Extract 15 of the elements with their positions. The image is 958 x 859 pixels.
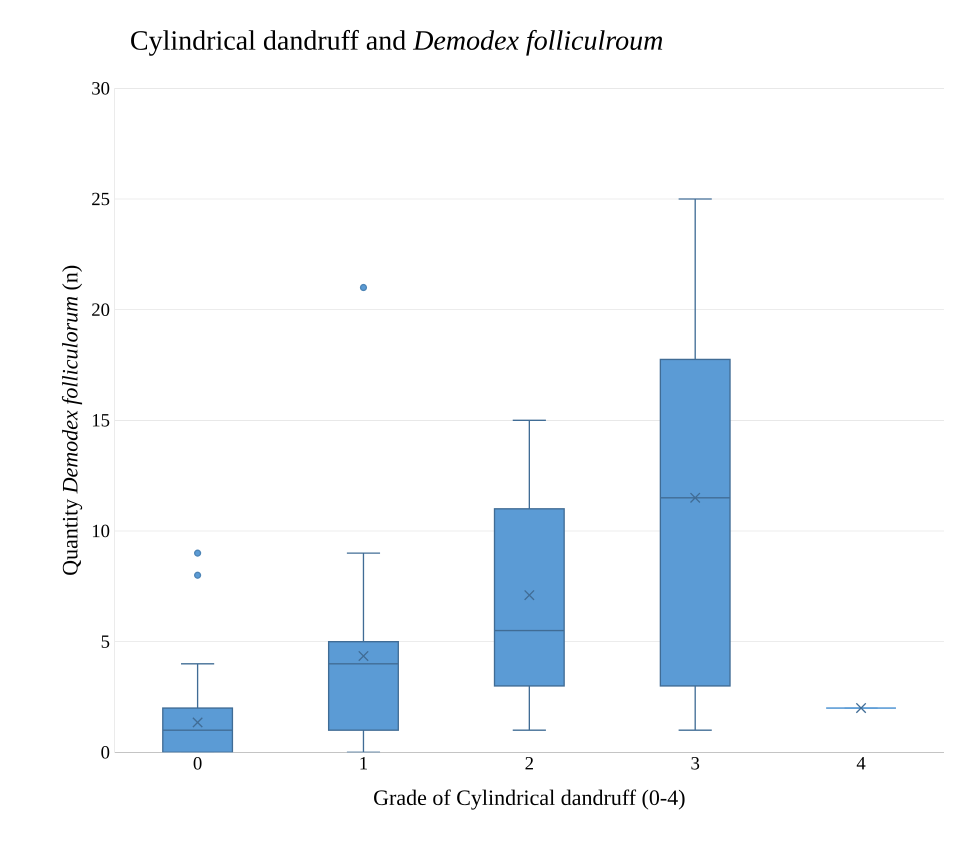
y-tick-label: 10 xyxy=(92,524,110,538)
x-tick-label: 0 xyxy=(194,757,202,770)
y-tick-label: 15 xyxy=(92,414,110,427)
x-tick-label: 4 xyxy=(856,757,866,770)
x-tick-label: 1 xyxy=(360,757,368,770)
x-tick-label: 3 xyxy=(691,757,700,770)
y-tick-label: 30 xyxy=(92,82,110,95)
y-tick-label: 0 xyxy=(101,746,110,759)
chart-title: Cylindrical dandruff and Demodex folliculroum xyxy=(131,30,662,56)
y-tick-label: 20 xyxy=(92,303,110,316)
y-tick-label: 25 xyxy=(92,192,110,206)
y-axis-title: Quantity Demodex folliculorum (n) xyxy=(62,266,82,575)
y-tick-label: 5 xyxy=(102,635,110,648)
x-tick-label: 2 xyxy=(525,757,533,770)
x-axis-title: Grade of Cylindrical dandruff (0-4) xyxy=(374,789,685,810)
